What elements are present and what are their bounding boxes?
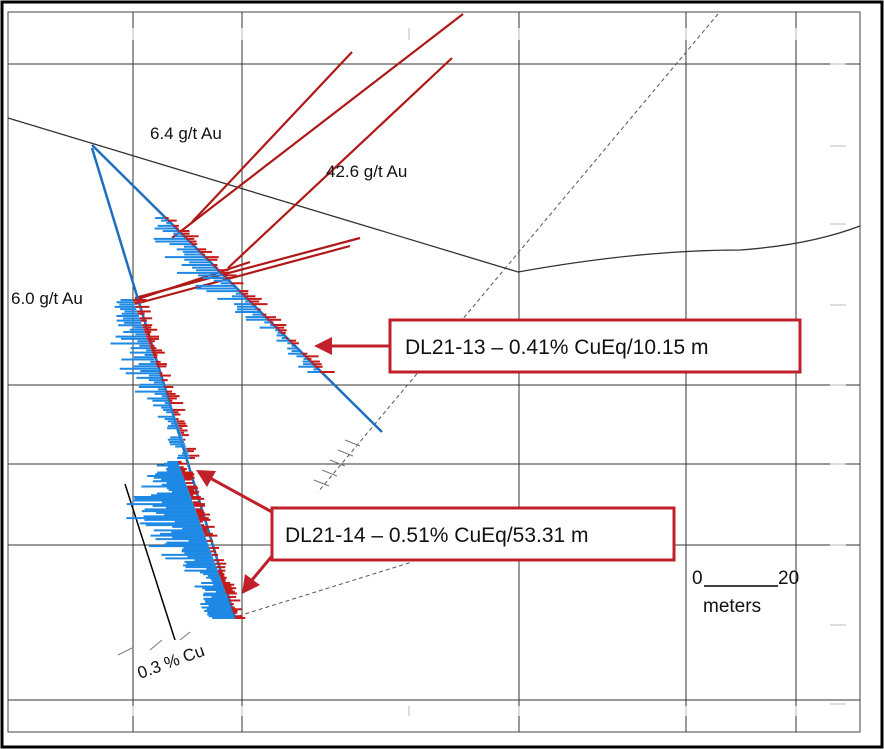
dl21-14-callout-box [270, 506, 676, 562]
scale-bar-start: 0 [692, 568, 703, 589]
dl21-14-arrow-upper [209, 476, 273, 514]
au-line-low3 [134, 260, 251, 302]
au-label-6-4: 6.4 g/t Au [150, 124, 222, 143]
scale-bar: 0 20 meters [692, 568, 799, 617]
dl21-13-trace [91, 144, 383, 433]
dashed-hole-traces [231, 13, 719, 619]
au-label-42-6: 42.6 g/t Au [326, 162, 407, 181]
dl21-13-callout: DL21-13 – 0.41% CuEq/10.15 m [314, 318, 802, 374]
dl21-14-callout-text: DL21-14 – 0.51% CuEq/53.31 m [285, 524, 589, 547]
scale-bar-unit: meters [703, 596, 761, 617]
dl21-14-arrow-upper-head [196, 470, 216, 487]
dl21-13-callout-box [388, 318, 802, 374]
au-label-6-0: 6.0 g/t Au [11, 289, 83, 308]
scale-bar-end: 20 [778, 568, 799, 589]
dl21-14-arrow-lower [250, 555, 274, 581]
au-line-long [171, 13, 464, 239]
topography-line [7, 117, 861, 273]
au-line-short [227, 57, 453, 269]
map-border [7, 11, 861, 733]
au-line-mid [191, 51, 353, 223]
dl21-14-arrow-lower-head [242, 574, 260, 594]
hole-end-ticks [117, 439, 361, 656]
au-line-low2 [134, 244, 351, 306]
dl21-14-histogram [110, 299, 246, 619]
grid-coordinate-marks [132, 28, 846, 716]
au-grade-lines [134, 13, 464, 306]
dl21-14-callout: DL21-14 – 0.51% CuEq/53.31 m [196, 470, 676, 594]
dl21-13-callout-text: DL21-13 – 0.41% CuEq/10.15 m [405, 336, 709, 359]
dl21-14-trace [90, 147, 237, 619]
dl21-13-arrow-head [314, 337, 332, 355]
cu-threshold-line [124, 483, 176, 641]
dl21-13-histogram [153, 217, 335, 373]
